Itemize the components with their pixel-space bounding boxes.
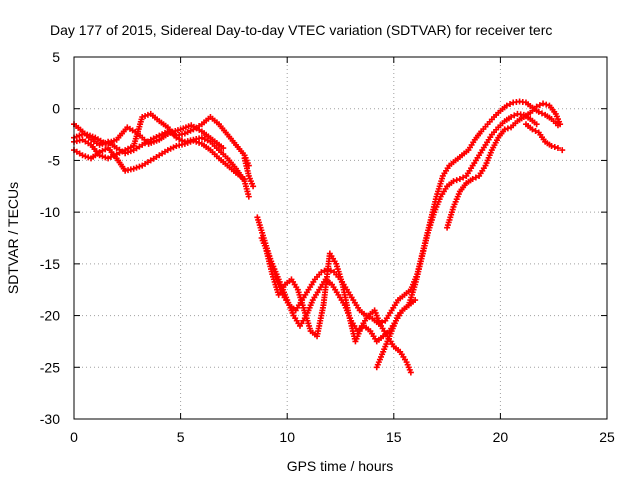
data-point [529, 126, 536, 133]
data-point [503, 102, 510, 109]
data-point [241, 176, 248, 183]
y-tick-label: -25 [40, 359, 60, 375]
data-point [318, 269, 325, 276]
data-point-marker [184, 139, 191, 146]
series-track-7 [262, 245, 414, 376]
x-tick-label: 20 [493, 429, 509, 445]
x-axis-label: GPS time / hours [287, 458, 394, 474]
data-point-marker [460, 174, 467, 181]
data-point-marker [136, 163, 143, 170]
data-point [450, 178, 457, 185]
grid [74, 57, 607, 419]
data-point-marker [536, 102, 543, 109]
data-point-marker [187, 138, 194, 145]
data-point-marker [472, 174, 479, 181]
data-point [456, 176, 463, 183]
data-point-marker [82, 153, 89, 160]
data-point [557, 121, 564, 128]
data-point [508, 113, 515, 120]
data-point [554, 145, 561, 152]
data-point-marker [504, 125, 511, 132]
data-point [245, 193, 252, 200]
y-tick-label: 0 [52, 101, 60, 117]
data-point [540, 100, 547, 107]
y-axis-label: SDTVAR / TECUs [5, 182, 21, 294]
data-point [181, 140, 188, 147]
x-tick-label: 15 [386, 429, 402, 445]
data-point [96, 141, 103, 148]
data-point [412, 297, 419, 304]
data-point [130, 165, 137, 172]
data-point-marker [538, 110, 545, 117]
data-point-marker [532, 127, 539, 134]
y-tick-label: -10 [40, 204, 60, 220]
y-tick-label: -30 [40, 411, 60, 427]
x-tick-labels: 0 5 10 15 20 25 [70, 429, 615, 445]
y-tick-label: -20 [40, 308, 60, 324]
axis-ticks [73, 56, 608, 420]
y-tick-label: 5 [52, 49, 60, 65]
series-track-8 [373, 297, 419, 371]
data-point-marker [543, 101, 550, 108]
data-point [548, 142, 555, 149]
data-point-marker [453, 177, 460, 184]
data-point [190, 137, 197, 144]
data-point-marker [511, 112, 518, 119]
data-series [71, 98, 566, 376]
data-point-marker [133, 164, 140, 171]
data-point [559, 147, 566, 154]
data-point [469, 176, 476, 183]
data-point [535, 108, 542, 115]
x-tick-label: 5 [177, 429, 185, 445]
series-track-4 [71, 122, 227, 152]
y-tick-label: -15 [40, 256, 60, 272]
x-tick-label: 25 [599, 429, 615, 445]
series-track-6 [258, 110, 540, 345]
data-point [533, 121, 540, 128]
data-point [139, 113, 146, 120]
data-point [250, 183, 257, 190]
plot-frame [73, 56, 608, 420]
data-point-marker [506, 101, 513, 108]
y-tick-label: -5 [48, 152, 61, 168]
data-point [501, 126, 508, 133]
series-track-10 [522, 121, 566, 154]
data-point-marker [321, 267, 328, 274]
y-tick-labels: 5 0 -5 -10 -15 -20 -25 -30 [40, 49, 60, 427]
data-point-marker [99, 153, 106, 160]
series-track-11 [241, 155, 257, 190]
data-point-marker [193, 138, 200, 145]
data-point-marker [196, 139, 203, 146]
series-track-3 [71, 137, 248, 183]
series-track-9 [444, 100, 564, 231]
data-point-marker [102, 154, 109, 161]
data-point [407, 369, 414, 376]
x-tick-label: 10 [279, 429, 295, 445]
x-tick-label: 0 [70, 429, 78, 445]
data-point [79, 152, 86, 159]
chart-title: Day 177 of 2015, Sidereal Day-to-day VTE… [50, 22, 552, 38]
data-point [533, 103, 540, 110]
data-point-marker [551, 143, 558, 150]
data-point-marker [142, 112, 149, 119]
data-point [220, 145, 227, 152]
